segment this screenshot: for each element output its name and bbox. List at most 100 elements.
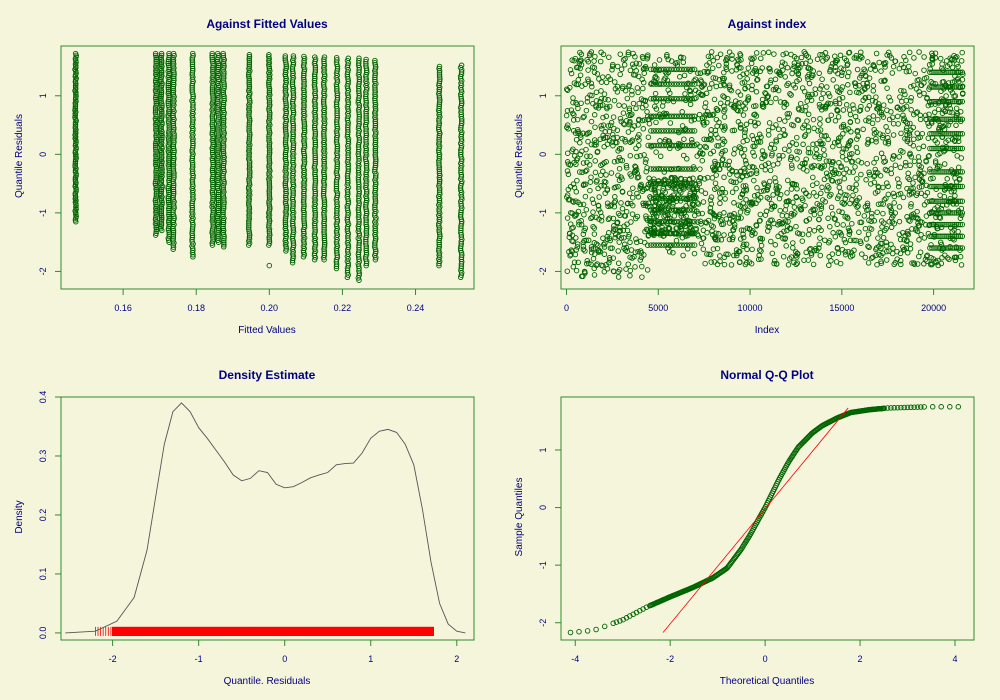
data-point [215,158,221,164]
data-point [153,148,159,154]
data-point [170,184,177,191]
data-point [170,67,177,73]
data-point [209,242,216,248]
data-point [282,57,289,63]
data-point [209,58,216,65]
data-point [153,169,159,175]
y-axis-label: Quantile Residuals [514,114,525,198]
data-point [266,158,273,164]
data-point [153,58,159,65]
data-point [158,220,165,226]
data-point [171,77,177,84]
data-point [283,63,290,69]
data-point [158,212,165,219]
data-point [73,59,79,66]
data-point [158,117,164,124]
panel-fitted-values: Against Fitted Values Fitted Values Quan… [14,17,475,336]
data-point [215,173,221,180]
data-point [220,176,227,183]
data-point [73,206,79,213]
data-point [170,153,177,160]
data-point [220,132,227,138]
data-point [215,64,221,71]
data-point [209,119,216,125]
data-point [72,164,78,170]
data-point [266,156,273,162]
data-point [246,84,253,90]
data-point [221,81,227,87]
data-point [158,209,165,215]
data-point [246,62,253,68]
data-point [153,165,160,172]
data-point [266,88,273,94]
data-point [158,151,165,157]
data-point [266,80,272,86]
data-point [210,181,216,188]
data-point [282,73,289,80]
data-point [283,188,289,195]
data-point [266,52,272,58]
data-point [72,158,79,165]
data-point [215,128,221,134]
data-point [283,102,289,108]
data-point [266,200,272,206]
data-point [266,138,272,144]
data-point [210,193,216,200]
data-point [210,99,216,105]
data-point [209,167,216,174]
data-point [153,102,160,108]
data-point [153,176,159,183]
data-point [266,190,273,196]
data-point [246,224,252,230]
data-point [170,79,177,86]
data-point [153,194,160,200]
data-point [220,52,227,59]
data-point [266,126,272,132]
data-point [246,122,253,128]
data-point [221,83,227,89]
data-point [282,155,289,162]
data-point [209,54,215,61]
data-point [220,117,227,124]
data-point [153,89,159,95]
data-point [221,63,227,69]
data-point [246,228,252,234]
data-point [246,128,252,134]
data-point [153,230,159,236]
data-point [72,79,79,85]
data-point [210,71,216,77]
data-point [214,152,221,158]
data-point [266,154,272,160]
data-point [220,166,227,173]
data-point [266,128,273,134]
data-point [73,65,79,71]
data-point [171,75,177,82]
data-point [209,56,216,63]
data-point [73,188,79,195]
data-point [221,235,227,242]
data-point [220,152,227,159]
data-point [170,59,177,65]
data-point [153,173,159,179]
data-point [266,166,273,172]
data-point [158,210,165,217]
data-point [158,153,165,159]
data-point [246,126,252,132]
data-point [153,112,159,118]
data-point [171,135,177,141]
data-point [159,136,165,142]
data-point [246,60,253,66]
data-point [266,116,273,122]
data-point [220,174,226,181]
data-point [153,131,160,137]
data-point [221,237,227,244]
data-point [210,195,216,202]
data-point [215,150,221,156]
data-point [170,162,177,168]
data-point [220,225,226,232]
data-point [246,214,252,220]
data-point [283,147,289,154]
data-point [282,221,289,228]
